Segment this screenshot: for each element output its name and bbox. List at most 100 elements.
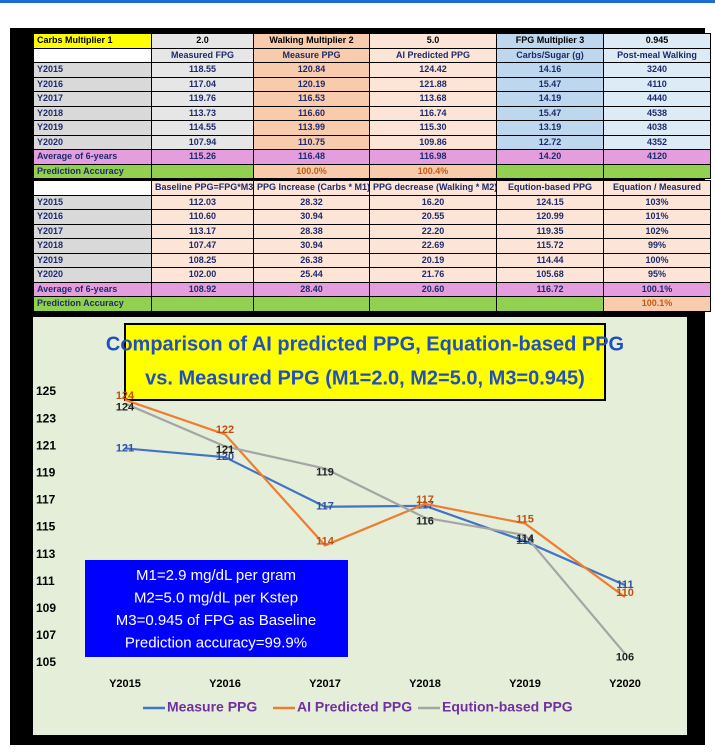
table-cell: 116.60 bbox=[253, 105, 370, 121]
table-cell: Y2017 bbox=[33, 223, 152, 239]
table-cell: 110.60 bbox=[151, 209, 254, 225]
table-cell: Y2017 bbox=[33, 91, 152, 107]
table-row: Y2018 107.47 30.94 22.69 115.72 99% bbox=[33, 238, 711, 254]
x-tick-label: Y2016 bbox=[209, 678, 241, 690]
table-row: Y2020 107.94 110.75 109.86 12.72 4352 bbox=[33, 134, 711, 150]
table-cell: 20.19 bbox=[369, 252, 497, 268]
table-cell: 15.47 bbox=[496, 76, 604, 92]
table-row: Y2016 117.04 120.19 121.88 15.47 4110 bbox=[33, 76, 711, 92]
table-cell: 30.94 bbox=[253, 238, 370, 254]
table-cell: 101% bbox=[603, 209, 711, 225]
table-cell: Equation / Measured bbox=[603, 180, 711, 196]
table-cell: 113.17 bbox=[151, 223, 254, 239]
column-header-row: Measured FPG Measure PPG AI Predicted PPG C… bbox=[33, 47, 711, 63]
y-tick-label: 119 bbox=[36, 465, 56, 479]
table-cell: 12.72 bbox=[496, 134, 604, 150]
table-row: Prediction Accuracy 100.0% 100.4% bbox=[33, 163, 711, 179]
data-label: 110 bbox=[616, 587, 634, 599]
table-cell: 4110 bbox=[603, 76, 711, 92]
table-row: Y2017 113.17 28.38 22.20 119.35 102% bbox=[33, 223, 711, 239]
table-row: Y2017 119.76 116.53 113.68 14.19 4440 bbox=[33, 91, 711, 107]
table-row: Average of 6-years 108.92 28.40 20.60 116.72… bbox=[33, 281, 711, 297]
table-cell: 100.0% bbox=[253, 163, 370, 179]
legend-label: Measure PPG bbox=[167, 699, 257, 715]
table-cell: 95% bbox=[603, 267, 711, 283]
data-label: 121 bbox=[116, 442, 134, 454]
table-cell: Eqution-based PPG bbox=[496, 180, 604, 196]
table-cell bbox=[151, 163, 254, 179]
column-header-row: Baseline PPG=FPG*M3 PPG Increase (Carbs *… bbox=[33, 180, 711, 196]
top-line bbox=[0, 0, 715, 3]
legend-label: Eqution-based PPG bbox=[442, 699, 573, 715]
data-label: 115 bbox=[516, 513, 534, 525]
data-label: 122 bbox=[216, 424, 234, 436]
table-cell: 109.86 bbox=[369, 134, 497, 150]
table-cell: 14.16 bbox=[496, 62, 604, 78]
table-cell: 14.19 bbox=[496, 91, 604, 107]
annotation-box bbox=[85, 560, 348, 657]
y-tick-label: 115 bbox=[36, 520, 56, 534]
table-row: Y2019 114.55 113.99 115.30 13.19 4038 bbox=[33, 120, 711, 136]
table-cell: 113.73 bbox=[151, 105, 254, 121]
table-row: Y2018 113.73 116.60 116.74 15.47 4538 bbox=[33, 105, 711, 121]
data-label: 124 bbox=[116, 390, 135, 402]
table-cell: 99% bbox=[603, 238, 711, 254]
table-cell: Baseline PPG=FPG*M3 bbox=[151, 180, 254, 196]
table-row: Y2019 108.25 26.38 20.19 114.44 100% bbox=[33, 252, 711, 268]
table-cell: 116.74 bbox=[369, 105, 497, 121]
table-cell: 115.72 bbox=[496, 238, 604, 254]
table-cell: 120.99 bbox=[496, 209, 604, 225]
table-cell: 110.75 bbox=[253, 134, 370, 150]
data-label: 117 bbox=[316, 501, 334, 513]
table-cell: Measured FPG bbox=[151, 47, 254, 63]
table-cell: Y2020 bbox=[33, 134, 152, 150]
series-line bbox=[124, 402, 626, 655]
table-cell bbox=[496, 296, 604, 312]
annotation: M2=5.0 mg/dL per Kstep bbox=[134, 589, 298, 606]
table-cell: Measure PPG bbox=[253, 47, 370, 63]
table-cell bbox=[151, 296, 254, 312]
series-line bbox=[124, 398, 626, 599]
table-cell: 107.47 bbox=[151, 238, 254, 254]
table-cell: 116.98 bbox=[369, 149, 497, 165]
data-label: 117 bbox=[416, 494, 434, 506]
y-tick-label: 121 bbox=[36, 438, 56, 452]
data-label: 121 bbox=[216, 444, 234, 456]
table-cell: PPG decrease (Walking * M2) bbox=[369, 180, 497, 196]
data-label: 114 bbox=[516, 533, 535, 545]
table-cell: 4440 bbox=[603, 91, 711, 107]
table-cell: 20.60 bbox=[369, 281, 497, 297]
table-cell: 116.53 bbox=[253, 91, 370, 107]
table-cell: 112.03 bbox=[151, 194, 254, 210]
table-cell: 114.55 bbox=[151, 120, 254, 136]
table-cell: 103% bbox=[603, 194, 711, 210]
chart: Comparison of AI predicted PPG, Equation… bbox=[30, 314, 690, 738]
table-cell: 102.00 bbox=[151, 267, 254, 283]
data-label: 114 bbox=[316, 535, 335, 547]
annotation: M1=2.9 mg/dL per gram bbox=[136, 567, 296, 584]
data-label: 106 bbox=[616, 652, 634, 664]
data-label: 114 bbox=[516, 535, 535, 547]
table-cell: Prediction Accuracy bbox=[33, 163, 152, 179]
y-tick-label: 107 bbox=[36, 628, 56, 642]
table-cell: 100.1% bbox=[603, 296, 711, 312]
table-cell: 113.99 bbox=[253, 120, 370, 136]
table-cell bbox=[369, 296, 497, 312]
y-tick-label: 111 bbox=[36, 574, 55, 588]
table-cell: 28.38 bbox=[253, 223, 370, 239]
table-cell: 3240 bbox=[603, 62, 711, 78]
table-cell: 102% bbox=[603, 223, 711, 239]
table-cell: 120.19 bbox=[253, 76, 370, 92]
table-cell: 0.945 bbox=[603, 33, 711, 49]
table-cell: 116.72 bbox=[496, 281, 604, 297]
table-cell: 108.25 bbox=[151, 252, 254, 268]
table-cell: Y2018 bbox=[33, 238, 152, 254]
table-cell: 4538 bbox=[603, 105, 711, 121]
table-cell: 22.20 bbox=[369, 223, 497, 239]
table-cell: 100.1% bbox=[603, 281, 711, 297]
data-label: 120 bbox=[216, 451, 234, 463]
table-cell: 21.76 bbox=[369, 267, 497, 283]
annotation: M3=0.945 of FPG as Baseline bbox=[116, 612, 317, 629]
table-cell: Y2015 bbox=[33, 194, 152, 210]
